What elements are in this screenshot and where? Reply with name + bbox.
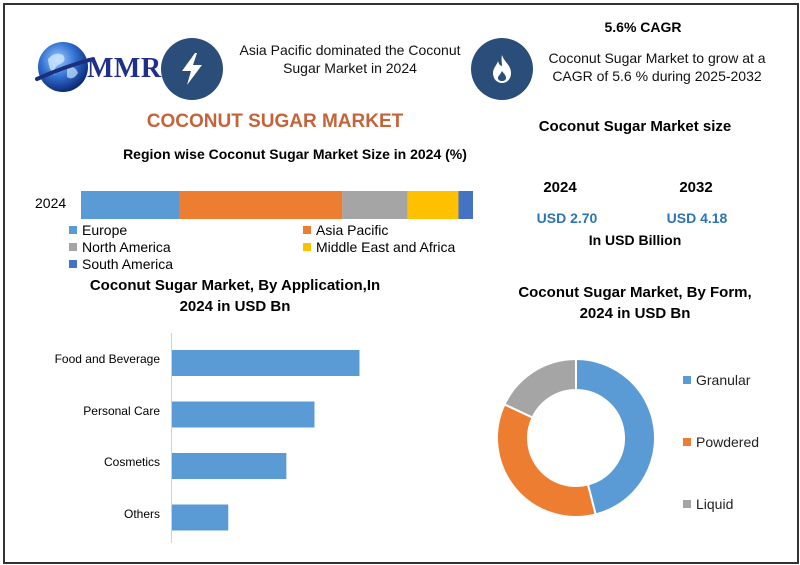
legend-swatch-south-america <box>69 260 77 268</box>
region-dominance-text: Asia Pacific dominated the Coconut Sugar… <box>233 41 467 77</box>
application-chart-title-line2: 2024 in USD Bn <box>179 298 291 315</box>
donut-swatch-granular <box>683 376 691 384</box>
form-chart-title-line2: 2024 in USD Bn <box>579 305 691 322</box>
region-segment-europe <box>81 191 179 219</box>
cagr-text: Coconut Sugar Market to grow at a CAGR o… <box>541 49 773 85</box>
form-chart-title-line1: Coconut Sugar Market, By Form, <box>518 284 752 301</box>
donut-slice-granular <box>575 357 656 516</box>
donut-slice-powdered <box>496 403 597 518</box>
application-label-cosmetics: Cosmetics <box>103 455 160 469</box>
form-chart-title: Coconut Sugar Market, By Form, 2024 in U… <box>485 282 785 324</box>
market-size-value-2032: USD 4.18 <box>666 210 728 226</box>
donut-legend-liquid: Liquid <box>683 496 733 512</box>
cagr-text-line2: CAGR of 5.6 % during 2025-2032 <box>552 68 762 84</box>
application-label-others: Others <box>123 507 160 521</box>
application-bar-food-and-beverage <box>172 350 360 376</box>
donut-label-powdered: Powdered <box>696 434 760 450</box>
region-segment-north-america <box>342 191 408 219</box>
legend-label-mea: Middle East and Africa <box>316 239 456 255</box>
lightning-icon <box>161 38 223 100</box>
legend-label-south-america: South America <box>82 256 174 272</box>
region-stacked-bar <box>81 191 473 219</box>
globe-logo-icon <box>33 37 95 99</box>
flame-icon <box>471 38 533 100</box>
market-size-title: Coconut Sugar Market size <box>538 118 732 135</box>
application-bars <box>172 350 360 531</box>
legend-label-europe: Europe <box>82 222 128 238</box>
legend-swatch-europe <box>69 226 77 234</box>
donut-swatch-liquid <box>683 500 691 508</box>
application-chart-title: Coconut Sugar Market, By Application,In … <box>45 275 425 317</box>
application-bar-cosmetics <box>172 453 287 479</box>
market-size-year-2024: 2024 <box>543 179 577 196</box>
legend-europe: Europe <box>69 222 127 238</box>
region-chart-title: Region wise Coconut Sugar Market Size in… <box>123 146 467 162</box>
legend-swatch-asia-pacific <box>303 226 311 234</box>
legend-label-north-america: North America <box>82 239 171 255</box>
application-label-personal-care: Personal Care <box>83 404 160 418</box>
application-chart-title-line1: Coconut Sugar Market, By Application,In <box>89 277 381 294</box>
legend-mea: Middle East and Africa <box>303 239 455 255</box>
legend-south-america: South America <box>69 256 173 272</box>
donut-legend-powdered: Powdered <box>683 434 759 450</box>
cagr-text-line1: Coconut Sugar Market to grow at a <box>548 50 766 66</box>
legend-swatch-north-america <box>69 243 77 251</box>
application-chart-axis <box>171 333 172 543</box>
donut-swatch-powdered <box>683 438 691 446</box>
region-segment-south-america <box>458 191 473 219</box>
cagr-title: 5.6% CAGR <box>604 19 682 35</box>
logo-text: MMR <box>87 53 162 84</box>
application-bar-personal-care <box>172 401 315 428</box>
main-title: COCONUT SUGAR MARKET <box>146 111 404 132</box>
region-text-line1: Asia Pacific dominated the Coconut <box>239 42 461 58</box>
region-bar-year-label: 2024 <box>35 195 67 211</box>
legend-north-america: North America <box>69 239 171 255</box>
market-size-value-2024: USD 2.70 <box>536 210 598 226</box>
market-size-unit: In USD Billion <box>588 232 682 248</box>
donut-label-liquid: Liquid <box>696 496 734 512</box>
application-label-food-beverage: Food and Beverage <box>54 352 160 366</box>
region-segment-asia-pacific <box>179 191 343 219</box>
donut-slice-liquid <box>503 357 577 419</box>
donut-legend-granular: Granular <box>683 372 750 388</box>
legend-asia-pacific: Asia Pacific <box>303 222 388 238</box>
form-donut-chart <box>496 357 656 518</box>
region-text-line2: Sugar Market in 2024 <box>283 60 417 76</box>
legend-swatch-mea <box>303 243 311 251</box>
donut-label-granular: Granular <box>696 372 751 388</box>
region-segment-middle-east-and-africa <box>407 191 459 219</box>
legend-label-asia-pacific: Asia Pacific <box>316 222 389 238</box>
market-size-year-2032: 2032 <box>679 179 713 196</box>
application-bar-others <box>172 504 229 531</box>
infographic-frame: MMR Asia Pacific dominated the Coconut S… <box>3 3 799 564</box>
